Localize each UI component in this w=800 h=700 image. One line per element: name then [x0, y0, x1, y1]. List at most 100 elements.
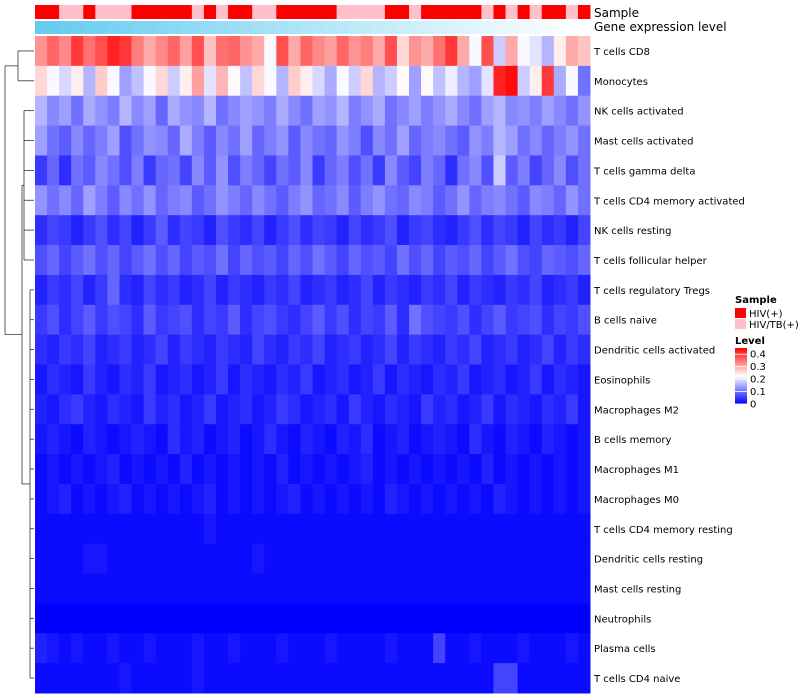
- heatmap-cell: [517, 483, 531, 515]
- heatmap-cell: [203, 454, 217, 485]
- heatmap-cell: [348, 245, 362, 276]
- row-label: T cells regulatory Tregs: [593, 286, 710, 297]
- heatmap-cell: [107, 125, 120, 156]
- heatmap-cell: [264, 65, 277, 97]
- heatmap-cell: [276, 543, 289, 575]
- heatmap-cell: [167, 394, 181, 425]
- heatmap-cell: [481, 245, 494, 276]
- heatmap-cell: [372, 394, 386, 425]
- heatmap-cell: [276, 95, 289, 127]
- heatmap-cell: [167, 304, 181, 336]
- sample-annotation-cell: [252, 5, 265, 19]
- heatmap-cell: [215, 424, 229, 455]
- heatmap-cell: [577, 543, 591, 575]
- heatmap-cell: [457, 185, 470, 216]
- heatmap-cell: [372, 185, 386, 216]
- heatmap-cell: [324, 304, 338, 336]
- heatmap-cell: [312, 483, 326, 515]
- level-tick-label: 0.3: [750, 362, 766, 373]
- heatmap-cell: [541, 424, 555, 455]
- heatmap-cell: [71, 424, 84, 455]
- heatmap-cell: [155, 125, 169, 156]
- heatmap-cell: [203, 185, 217, 216]
- heatmap-cell: [421, 215, 434, 246]
- heatmap-cell: [445, 185, 458, 216]
- heatmap-cell: [577, 573, 591, 604]
- heatmap-cell: [457, 334, 470, 365]
- sample-annotation-cell: [565, 5, 579, 19]
- expression-annotation-cell: [457, 21, 470, 34]
- heatmap-cell: [131, 125, 145, 156]
- sample-annotation-cell: [312, 5, 326, 19]
- heatmap-cell: [252, 573, 265, 604]
- heatmap-cell: [445, 155, 458, 186]
- heatmap-cell: [131, 95, 145, 127]
- heatmap-cell: [541, 454, 555, 485]
- sample-annotation-cell: [143, 5, 157, 19]
- heatmap-cell: [384, 394, 398, 425]
- heatmap-cell: [35, 573, 48, 604]
- expression-annotation-cell: [95, 21, 108, 34]
- heatmap-cell: [493, 513, 507, 545]
- heatmap-cell: [240, 185, 253, 216]
- heatmap-cell: [71, 513, 84, 545]
- heatmap-cell: [119, 274, 133, 306]
- heatmap-cell: [240, 36, 253, 67]
- sample-annotation-cell: [215, 5, 229, 19]
- heatmap-cell: [396, 36, 410, 67]
- heatmap-cell: [433, 454, 446, 485]
- heatmap-cell: [131, 274, 145, 306]
- heatmap-cell: [47, 36, 60, 67]
- heatmap-cell: [433, 185, 446, 216]
- heatmap-cell: [324, 364, 338, 395]
- heatmap-cell: [360, 454, 374, 485]
- heatmap-cell: [264, 513, 277, 545]
- heatmap-cell: [215, 663, 229, 694]
- heatmap-cell: [179, 215, 193, 246]
- row-label: Dendritic cells resting: [594, 555, 703, 566]
- heatmap-cell: [505, 483, 519, 515]
- heatmap-cell: [288, 633, 301, 664]
- expression-annotation-cell: [493, 21, 507, 34]
- heatmap-cell: [481, 364, 494, 395]
- heatmap-cell: [191, 543, 205, 575]
- heatmap-cell: [179, 274, 193, 306]
- heatmap-cell: [191, 155, 205, 186]
- heatmap-cell: [384, 603, 398, 634]
- heatmap-cell: [95, 304, 108, 336]
- heatmap-cell: [264, 424, 277, 455]
- heatmap-cell: [264, 36, 277, 67]
- heatmap-cell: [264, 633, 277, 664]
- heatmap-cell: [421, 245, 434, 276]
- heatmap-cell: [360, 543, 374, 575]
- heatmap-cell: [131, 245, 145, 276]
- heatmap-cell: [252, 274, 265, 306]
- heatmap-cell: [95, 95, 108, 127]
- expression-annotation-cell: [348, 21, 362, 34]
- heatmap-cell: [529, 603, 543, 634]
- level-tick-label: 0.4: [750, 350, 766, 361]
- heatmap-cell: [47, 185, 60, 216]
- heatmap-cell: [252, 185, 265, 216]
- heatmap-cell: [565, 483, 579, 515]
- heatmap-cell: [71, 663, 84, 694]
- heatmap-cell: [191, 424, 205, 455]
- heatmap-cell: [167, 454, 181, 485]
- row-label: Macrophages M2: [594, 405, 679, 416]
- heatmap-cell: [47, 483, 60, 515]
- heatmap-cell: [288, 36, 301, 67]
- heatmap-cell: [577, 483, 591, 515]
- heatmap-cell: [83, 65, 96, 97]
- heatmap-cell: [155, 65, 169, 97]
- heatmap-cell: [360, 304, 374, 336]
- row-label: T cells CD4 memory resting: [593, 525, 733, 536]
- heatmap-cell: [348, 125, 362, 156]
- heatmap-cell: [83, 394, 96, 425]
- heatmap-cell: [312, 185, 326, 216]
- heatmap-cell: [288, 513, 301, 545]
- heatmap-cell: [324, 424, 338, 455]
- heatmap-cell: [107, 65, 120, 97]
- heatmap-cell: [372, 125, 386, 156]
- heatmap-cell: [119, 334, 133, 365]
- heatmap-cell: [324, 95, 338, 127]
